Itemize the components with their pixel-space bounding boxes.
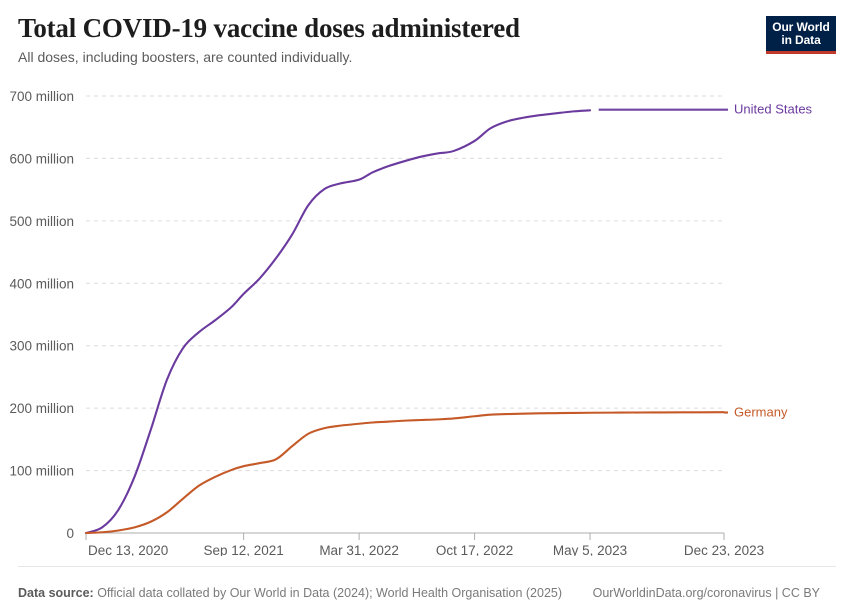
- data-source-value: Official data collated by Our World in D…: [93, 586, 563, 600]
- x-axis-tick-label: Dec 13, 2020: [88, 543, 168, 556]
- y-axis-tick-label: 500 million: [9, 214, 74, 229]
- y-axis-tick-label: 700 million: [9, 89, 74, 104]
- series-labels-group: United States Germany: [598, 102, 813, 420]
- x-axis-tick-label: Sep 12, 2021: [203, 543, 283, 556]
- line-chart-svg[interactable]: 0 100 million 200 million 300 million 400 mi…: [0, 78, 850, 556]
- series-lines-group: [84, 109, 726, 535]
- plot-area: 0 100 million 200 million 300 million 400 mi…: [0, 78, 850, 556]
- chart-header: Total COVID-19 vaccine doses administere…: [18, 12, 758, 66]
- page-title: Total COVID-19 vaccine doses administere…: [18, 13, 520, 43]
- attribution-link[interactable]: OurWorldinData.org/coronavirus | CC BY: [592, 586, 820, 600]
- y-axis-labels-group: 0 100 million 200 million 300 million 400 mi…: [9, 89, 74, 541]
- gridlines-group: [86, 95, 724, 472]
- chart-subtitle: All doses, including boosters, are count…: [18, 49, 353, 65]
- y-axis-tick-label: 400 million: [9, 276, 74, 291]
- y-axis-tick-label: 600 million: [9, 151, 74, 166]
- y-axis-tick-label: 100 million: [9, 464, 74, 479]
- x-axis-labels-group: Dec 13, 2020 Sep 12, 2021 Mar 31, 2022 Oct …: [88, 543, 764, 556]
- series-line-united-states[interactable]: [84, 109, 592, 535]
- x-axis-group: [85, 532, 725, 540]
- data-source-text: Data source: Official data collated by O…: [18, 586, 562, 600]
- logo-line-2: in Data: [781, 33, 821, 47]
- logo-line-1: Our World: [772, 20, 830, 34]
- y-axis-tick-label: 200 million: [9, 401, 74, 416]
- our-world-in-data-logo[interactable]: Our World in Data: [766, 16, 836, 54]
- x-axis-tick-label: Mar 31, 2022: [319, 543, 399, 556]
- data-source-label: Data source:: [18, 586, 94, 600]
- y-axis-tick-label: 0: [66, 526, 74, 541]
- x-axis-tick-label: Oct 17, 2022: [436, 543, 513, 556]
- footer-divider: [18, 566, 836, 567]
- series-label-germany[interactable]: Germany: [734, 405, 788, 420]
- series-label-united-states[interactable]: United States: [734, 102, 813, 117]
- y-axis-tick-label: 300 million: [9, 339, 74, 354]
- x-axis-tick-label: May 5, 2023: [553, 543, 627, 556]
- x-axis-tick-label: Dec 23, 2023: [684, 543, 764, 556]
- series-line-germany[interactable]: [84, 411, 726, 535]
